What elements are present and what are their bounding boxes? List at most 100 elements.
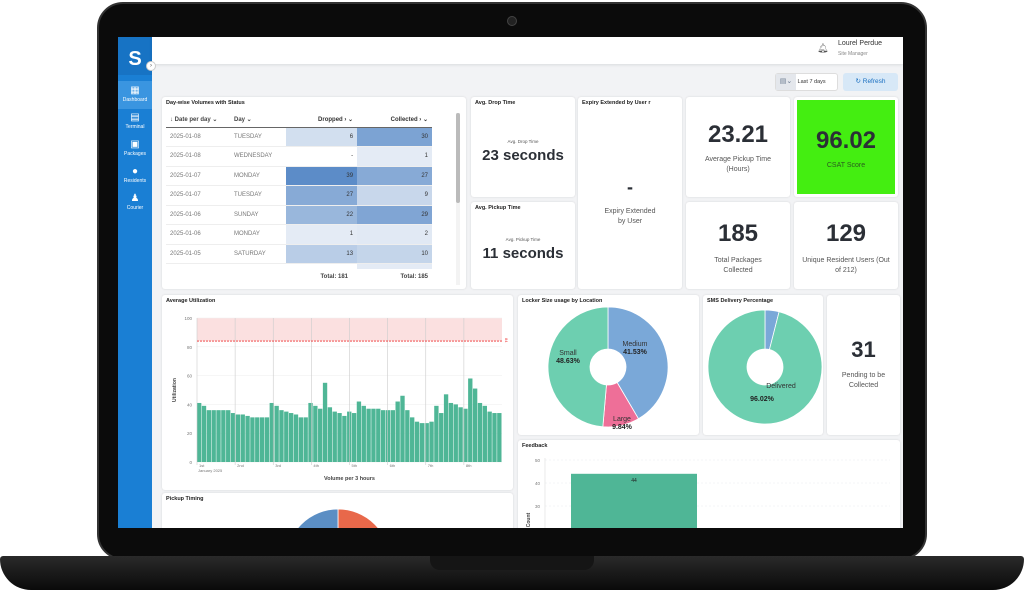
metric-label: Unique Resident Users (Out of 212) (802, 257, 890, 274)
pending-card: 31 Pending to be Collected (827, 295, 900, 435)
sidebar-item-residents[interactable]: ● Residents (118, 162, 152, 190)
card-title: Pickup Timing (166, 496, 204, 502)
table-row[interactable]: 2025-01-05 SATURDAY 13 10 (166, 244, 432, 264)
utilization-bar (472, 388, 478, 462)
utilization-bar (361, 405, 366, 462)
camera (507, 16, 517, 26)
table-cell: 27 (357, 166, 432, 186)
csat-highlight: 96.02 CSAT Score (797, 100, 895, 194)
volumes-table: ↓ Date per day ⌄ Day ⌄ Dropped › ⌄ Colle… (166, 112, 432, 284)
dashboard-icon: ▦ (130, 85, 140, 96)
card-title: Avg. Pickup Time (475, 205, 521, 211)
total-collected-card: 185 Total Packages Collected (686, 202, 790, 289)
column-header-collected[interactable]: Collected › ⌄ (357, 112, 432, 128)
date-range-picker[interactable]: ▤⌄ Last 7 days (775, 73, 838, 91)
avg-utilization-card: Average Utilization 0 20 40 60 80 100 1st 2nd 3r… (162, 295, 513, 490)
table-row[interactable]: 2025-01-06 SUNDAY 22 29 (166, 205, 432, 225)
metric-label: Pending to be Collected (841, 372, 886, 389)
feedback-chart: 30 40 50 44 Count (526, 458, 890, 528)
utilization-bar (405, 410, 410, 462)
table-row[interactable]: 2025-01-07 MONDAY 39 27 (166, 166, 432, 186)
utilization-bar (293, 414, 299, 462)
column-header-dropped[interactable]: Dropped › ⌄ (286, 112, 358, 128)
utilization-bar (482, 405, 487, 462)
pickup-timing-chart (297, 508, 379, 528)
utilization-bar (221, 410, 226, 462)
threshold-label: 84 (504, 338, 509, 343)
card-title: SMS Delivery Percentage (707, 298, 774, 304)
utilization-bar (245, 415, 250, 462)
user-name[interactable]: Lourel Perdue (838, 40, 882, 47)
utilization-bar (216, 410, 221, 462)
metric-label: Total Packages Collected (714, 257, 762, 274)
volumes-table-wrap: ↓ Date per day ⌄ Day ⌄ Dropped › ⌄ Colle… (166, 112, 432, 287)
pie-slice (297, 508, 339, 528)
table-scrollbar[interactable] (456, 113, 460, 285)
metric-value: 185 (717, 220, 759, 247)
table-cell: MONDAY (230, 224, 286, 245)
column-header-date[interactable]: ↓ Date per day ⌄ (166, 112, 230, 128)
sidebar-item-packages[interactable]: ▣ Packages (118, 135, 152, 163)
avg-pickup-time-card: Avg. Pickup Time Avg. Pickup Time 11 sec… (471, 202, 575, 289)
utilization-bar (390, 410, 395, 462)
x-tick-label: 5th (352, 463, 358, 468)
utilization-bar (356, 401, 362, 462)
utilization-bar (303, 417, 308, 462)
utilization-bar (308, 402, 313, 462)
y-axis-label: Count (526, 512, 532, 527)
utilization-bar (313, 405, 318, 462)
metric-label: Average Pickup Time (Hours) (704, 156, 771, 173)
feedback-bar (571, 473, 697, 528)
avg-drop-time-card: Avg. Drop Time Avg. Drop Time 23 seconds (471, 97, 575, 197)
bell-icon[interactable]: 🔔︎ (817, 43, 829, 53)
column-header-day[interactable]: Day ⌄ (230, 112, 286, 128)
sidebar-item-dashboard[interactable]: ▦ Dashboard (118, 81, 152, 109)
sidebar: S ▦ Dashboard ▤ Terminal ▣ Packages ● Residents… (118, 37, 152, 528)
terminal-icon: ▤ (130, 112, 140, 123)
table-row[interactable]: 2025-01-06 MONDAY 1 2 (166, 224, 432, 245)
utilization-chart: 0 20 40 60 80 100 1st 2nd 3rd 4th 5th 6th 7th 8th Janu… (172, 316, 509, 482)
utilization-bar (269, 402, 274, 462)
utilization-bar (235, 414, 241, 462)
card-title: Feedback (522, 443, 548, 449)
utilization-bar (327, 407, 333, 462)
table-totals: Total: 181 Total: 185 (166, 269, 432, 287)
sidebar-item-terminal[interactable]: ▤ Terminal (118, 108, 152, 136)
table-cell: 30 (357, 127, 432, 147)
refresh-button[interactable]: ↻ Refresh (843, 73, 898, 91)
metric-value: 23.21 (707, 121, 769, 148)
utilization-bar (410, 417, 415, 462)
table-cell: 10 (357, 244, 432, 264)
card-title: Day-wise Volumes with Status (166, 100, 245, 106)
x-tick-label: 2nd (237, 463, 244, 468)
sidebar-item-courier[interactable]: ♟ Courier (118, 189, 152, 217)
metric-label: Expiry Extended by User (604, 208, 656, 225)
refresh-label: Refresh (862, 78, 886, 85)
date-range-value: Last 7 days (797, 79, 826, 85)
utilization-bar (298, 417, 304, 462)
utilization-bar (259, 417, 265, 462)
slice-label: Small (559, 350, 577, 357)
sidebar-toggle-button[interactable]: › (146, 61, 156, 71)
utilization-bar (206, 410, 212, 462)
calendar-icon: ▤⌄ (776, 74, 796, 90)
pie-slice (707, 309, 823, 425)
table-row[interactable]: 2025-01-08 WEDNESDAY -1 (166, 146, 432, 167)
x-axis-label: Volume per 3 hours (324, 476, 375, 482)
utilization-bar (453, 404, 458, 462)
y-tick-label: 30 (535, 504, 541, 509)
utilization-bar (351, 413, 357, 462)
metric-value: 31 (851, 337, 876, 362)
utilization-bar (197, 402, 202, 462)
expiry-extended-card: Expiry Extended by User r - Expiry Exten… (578, 97, 682, 289)
app-screen: S ▦ Dashboard ▤ Terminal ▣ Packages ● Residents… (118, 37, 903, 528)
sidebar-item-label: Residents (123, 178, 147, 184)
sms-delivery-card: SMS Delivery Percentage Delivered 96.02% (703, 295, 823, 435)
x-tick-label: 8th (466, 463, 472, 468)
y-tick-label: 100 (184, 316, 192, 321)
table-cell: 2025-01-07 (166, 185, 230, 206)
table-row[interactable]: 2025-01-08 TUESDAY 6 30 (166, 127, 432, 147)
table-row[interactable]: 2025-01-07 TUESDAY 27 9 (166, 185, 432, 206)
table-cell: MONDAY (230, 166, 286, 186)
table-cell: TUESDAY (230, 185, 286, 206)
